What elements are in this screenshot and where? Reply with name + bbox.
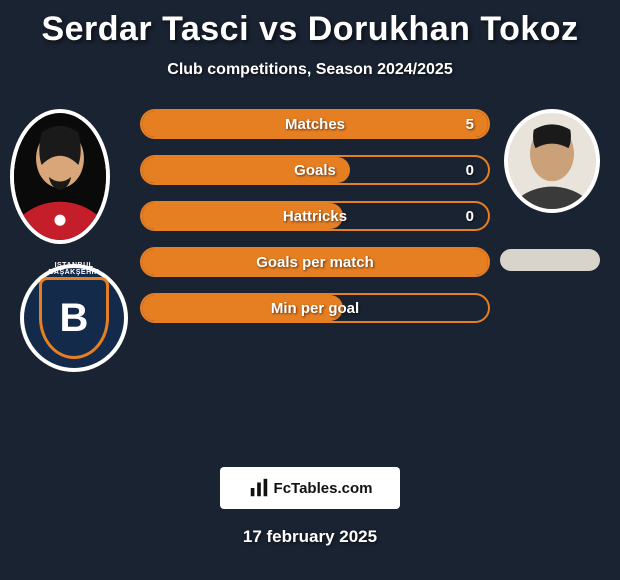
stat-bar: Hattricks 0 — [140, 201, 490, 231]
stat-label: Hattricks — [283, 208, 347, 225]
stat-label: Min per goal — [271, 300, 359, 317]
stat-value: 5 — [466, 116, 474, 133]
stat-value: 0 — [466, 162, 474, 179]
stats-icon — [248, 477, 270, 499]
page-subtitle: Club competitions, Season 2024/2025 — [0, 61, 620, 79]
club-letter: B — [60, 296, 89, 341]
stats-bars: Matches 5 Goals 0 Hattricks 0 Goals per match M… — [140, 109, 490, 339]
player-right-column — [504, 109, 600, 213]
page-title: Serdar Tasci vs Dorukhan Tokoz — [0, 0, 620, 49]
player-right-photo — [504, 109, 600, 213]
branding-badge: FcTables.com — [220, 467, 400, 509]
stat-bar: Goals per match — [140, 247, 490, 277]
stat-label: Goals per match — [256, 254, 374, 271]
player-right-club-placeholder — [500, 249, 600, 271]
club-shield: ISTANBUL BAŞAKŞEHİR B — [39, 277, 109, 359]
player-left-photo — [10, 109, 110, 244]
branding-text: FcTables.com — [274, 480, 373, 497]
stat-bar: Min per goal — [140, 293, 490, 323]
infographic-date: 17 february 2025 — [0, 527, 620, 547]
player-left-column: ISTANBUL BAŞAKŞEHİR B — [10, 109, 128, 372]
stat-value: 0 — [466, 208, 474, 225]
player-left-club-badge: ISTANBUL BAŞAKŞEHİR B — [20, 264, 128, 372]
comparison-panel: ISTANBUL BAŞAKŞEHİR B Matches5Goals0Hatt… — [0, 109, 620, 409]
club-name-arc: ISTANBUL BAŞAKŞEHİR — [29, 262, 119, 276]
stat-label: Goals — [294, 162, 336, 179]
stat-bar: Goals 0 — [140, 155, 490, 185]
stat-label: Matches — [285, 116, 345, 133]
stat-bar: Matches 5 — [140, 109, 490, 139]
